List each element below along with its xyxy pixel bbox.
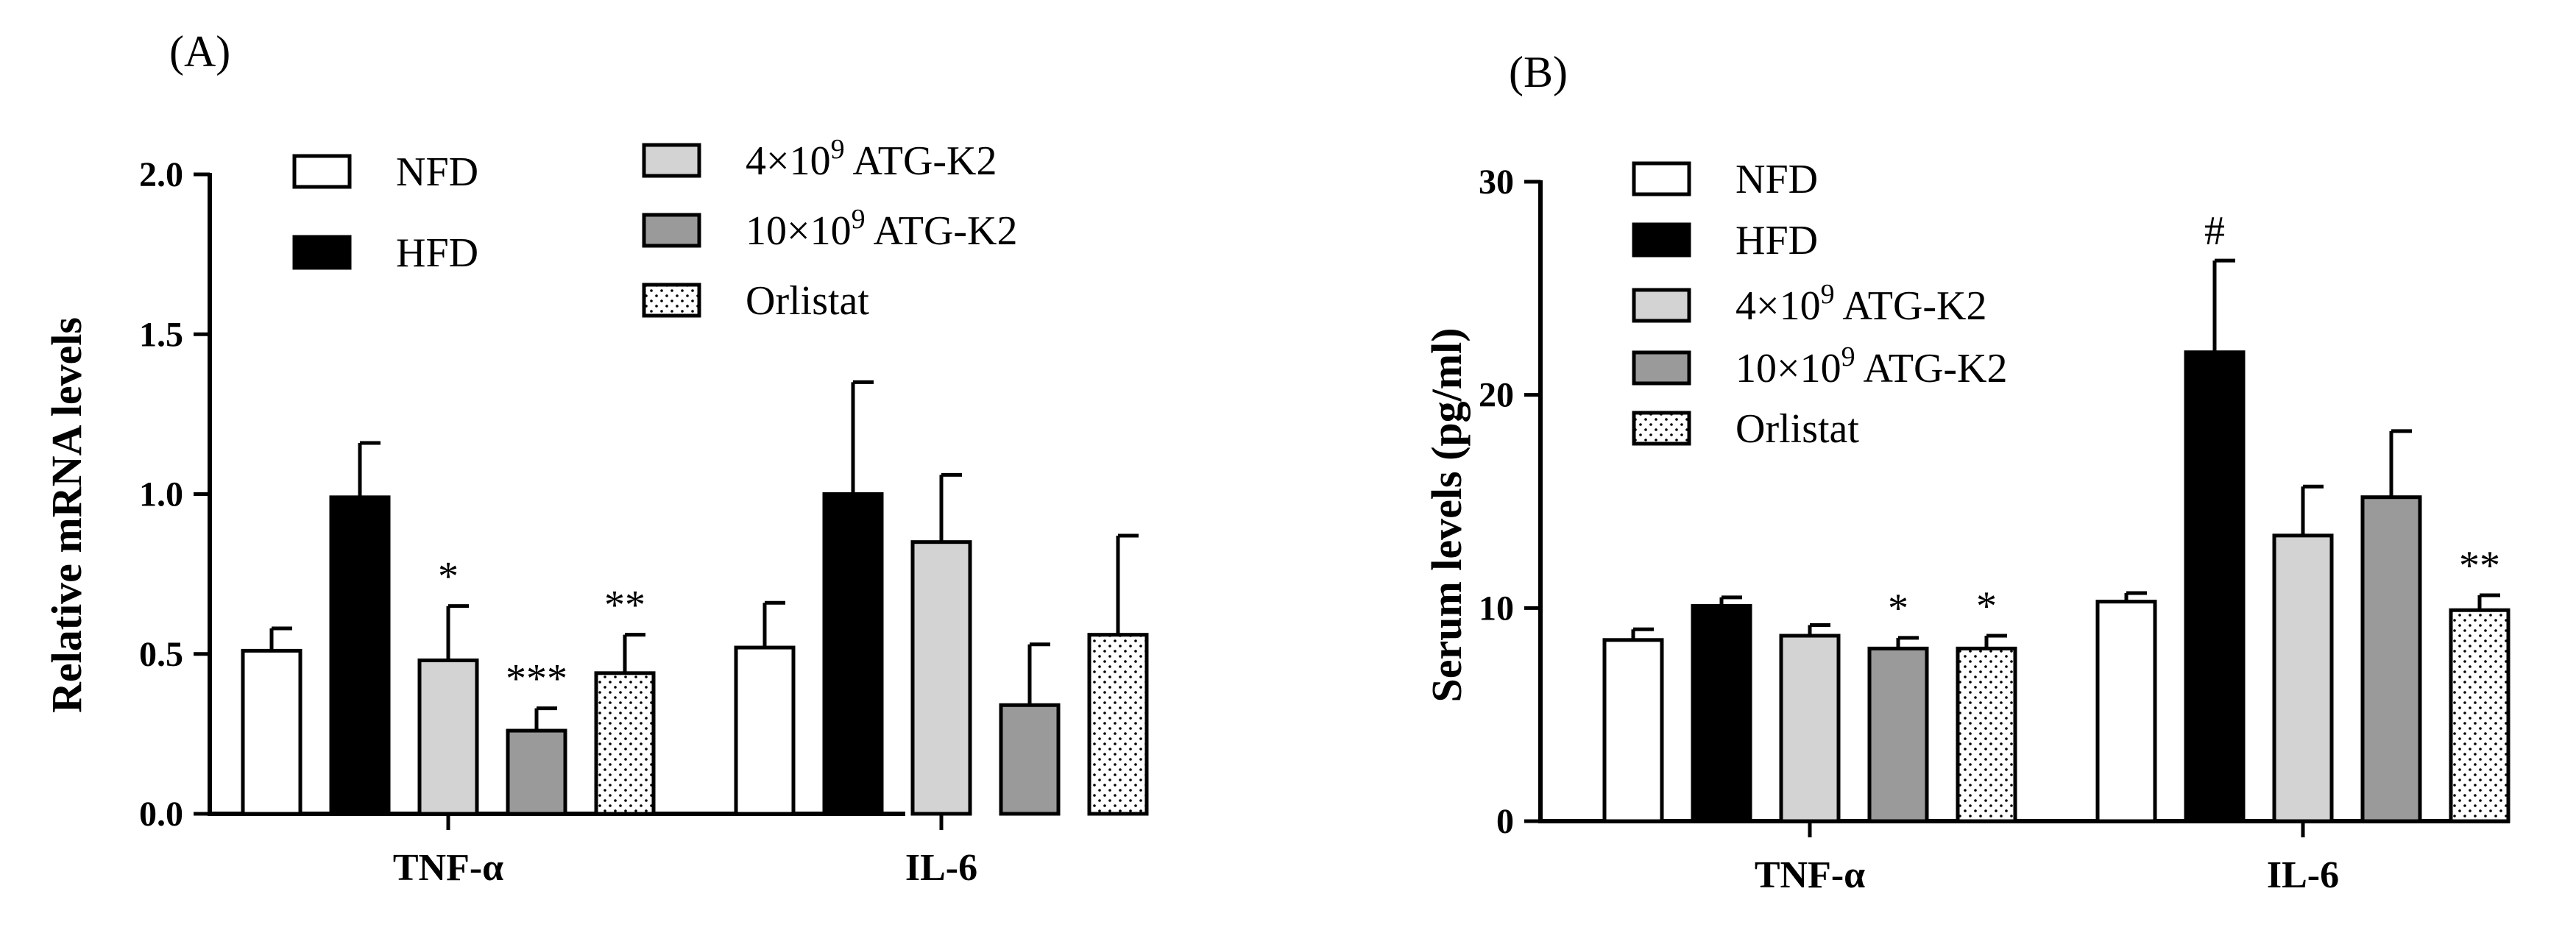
bar-hfd: [2184, 350, 2246, 823]
y-tick-label: 0.0: [139, 795, 183, 834]
panel-a-bars: ******: [241, 380, 1149, 816]
significance-mark: **: [604, 583, 645, 628]
bar-atg-low: [2272, 533, 2334, 823]
panel-a-legend: NFD HFD 4×109 ATG-K2 10×109 ATG-K2 Orlistat: [292, 134, 1017, 324]
y-tick-label: 30: [1479, 163, 1514, 202]
bar-hfd: [1691, 603, 1752, 823]
legend-swatch: [642, 283, 701, 318]
panel-b-chart: (B) Serum levels (pg/ml) 0 10 20 30 TNF-α IL-…: [1423, 48, 2510, 896]
panel-b-bars: * *#**: [1602, 208, 2510, 823]
legend-label: NFD: [1735, 157, 1818, 202]
legend-swatch: [292, 235, 352, 270]
x-category-label: TNF-α: [393, 847, 503, 889]
panel-b-legend: NFD HFD 4×109 ATG-K2 10×109 ATG-K2 Orlistat: [1632, 157, 2007, 452]
bar-nfd: [1602, 638, 1664, 823]
bar-orlistat: [2449, 608, 2510, 823]
bar-atg-high: [999, 703, 1061, 816]
bar-hfd: [822, 492, 884, 816]
y-tick-label: 0.5: [139, 635, 183, 674]
bar-nfd: [2095, 600, 2157, 823]
bar-atg-high: [2360, 495, 2422, 823]
legend-swatch: [642, 143, 701, 178]
legend-swatch: [642, 213, 701, 248]
significance-mark: *: [1888, 586, 1908, 631]
y-tick-label: 2.0: [139, 155, 183, 194]
x-category-label: IL-6: [905, 847, 977, 889]
bar-orlistat: [594, 671, 656, 816]
x-category-label: TNF-α: [1755, 854, 1865, 896]
legend-swatch: [1632, 222, 1691, 258]
bar-atg-low: [417, 658, 479, 816]
y-tick-label: 1.5: [139, 315, 183, 354]
bar-atg-high: [506, 728, 567, 816]
significance-mark: ***: [506, 656, 567, 702]
legend-swatch: [1632, 350, 1691, 386]
panel-a-axes: 0.0 0.5 1.0 1.5 2.0 TNF-α IL-6: [139, 155, 977, 889]
y-tick-label: 1.0: [139, 475, 183, 514]
bar-nfd: [241, 648, 302, 816]
panel-a-y-axis-label: Relative mRNA levels: [43, 317, 91, 713]
panel-b-label: (B): [1509, 48, 1568, 96]
y-tick-label: 0: [1496, 802, 1514, 841]
legend-label: HFD: [396, 230, 478, 276]
legend-label: 10×109 ATG-K2: [746, 204, 1017, 254]
significance-mark: *: [438, 554, 459, 600]
bar-atg-high: [1867, 646, 1929, 823]
significance-mark: #: [2204, 208, 2225, 254]
legend-label: Orlistat: [746, 278, 869, 324]
legend-label: 4×109 ATG-K2: [746, 134, 997, 184]
bar-orlistat: [1087, 633, 1149, 816]
legend-swatch: [292, 154, 352, 189]
y-tick-label: 20: [1479, 376, 1514, 415]
significance-mark: **: [2459, 543, 2500, 589]
legend-swatch: [1632, 288, 1691, 323]
y-tick-label: 10: [1479, 589, 1514, 628]
legend-label: 10×109 ATG-K2: [1735, 341, 2007, 391]
legend-label: Orlistat: [1735, 406, 1859, 452]
bar-atg-low: [910, 540, 972, 816]
legend-swatch: [1632, 161, 1691, 196]
panel-b-y-axis-label: Serum levels (pg/ml): [1423, 327, 1471, 702]
bar-atg-low: [1779, 634, 1841, 823]
significance-mark: *: [1976, 583, 1997, 629]
panel-a-chart: (A) Relative mRNA levels 0.0 0.5 1.0 1.5 2.0…: [43, 27, 1149, 889]
bar-orlistat: [1956, 646, 2017, 823]
legend-label: HFD: [1735, 218, 1818, 263]
legend-swatch: [1632, 411, 1691, 446]
bar-nfd: [734, 645, 796, 816]
panel-a-label: (A): [169, 27, 230, 76]
legend-label: 4×109 ATG-K2: [1735, 279, 1986, 329]
bar-hfd: [329, 495, 391, 816]
legend-label: NFD: [396, 149, 478, 195]
x-category-label: IL-6: [2267, 854, 2339, 896]
